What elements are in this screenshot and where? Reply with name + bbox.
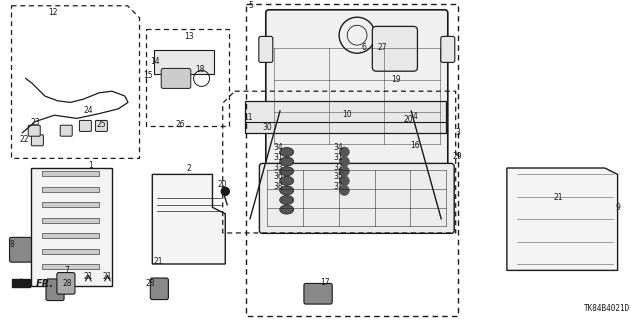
FancyBboxPatch shape	[42, 187, 99, 192]
FancyBboxPatch shape	[31, 168, 112, 286]
Ellipse shape	[280, 176, 294, 185]
FancyBboxPatch shape	[42, 202, 99, 207]
FancyBboxPatch shape	[441, 36, 455, 62]
Text: 21: 21	[103, 272, 112, 281]
Ellipse shape	[280, 148, 294, 156]
FancyBboxPatch shape	[42, 249, 99, 254]
Text: 29: 29	[452, 152, 463, 161]
Text: 28: 28	[146, 279, 155, 288]
FancyBboxPatch shape	[42, 264, 99, 269]
FancyBboxPatch shape	[10, 237, 31, 262]
Text: 25: 25	[96, 120, 106, 129]
Text: 36: 36	[273, 172, 284, 181]
Text: 13: 13	[184, 32, 194, 41]
Ellipse shape	[280, 205, 294, 214]
FancyBboxPatch shape	[266, 10, 448, 169]
Text: 16: 16	[410, 141, 420, 150]
FancyBboxPatch shape	[245, 101, 446, 133]
Text: 19: 19	[390, 75, 401, 84]
FancyBboxPatch shape	[259, 36, 273, 62]
Circle shape	[339, 156, 349, 167]
Text: 34: 34	[333, 143, 343, 152]
FancyBboxPatch shape	[28, 125, 40, 136]
Text: 3: 3	[455, 128, 460, 137]
Text: 31: 31	[273, 153, 284, 162]
Text: 30: 30	[262, 123, 273, 132]
Polygon shape	[507, 168, 618, 270]
Text: 31: 31	[333, 153, 343, 162]
Circle shape	[221, 187, 229, 195]
Text: 33: 33	[273, 163, 284, 172]
Text: 21: 21	[554, 193, 563, 202]
Circle shape	[339, 185, 349, 196]
Ellipse shape	[280, 157, 294, 166]
Text: TK84B4021D: TK84B4021D	[584, 304, 630, 313]
Text: 11: 11	[244, 113, 253, 122]
Text: 5: 5	[248, 1, 253, 10]
FancyBboxPatch shape	[304, 284, 332, 304]
Text: 12: 12	[48, 8, 57, 17]
Circle shape	[339, 166, 349, 176]
Ellipse shape	[280, 196, 294, 204]
Text: 2: 2	[186, 164, 191, 173]
Text: 17: 17	[320, 278, 330, 287]
Text: 21: 21	[84, 272, 93, 281]
Text: 14: 14	[150, 57, 160, 66]
Text: 21: 21	[154, 257, 163, 266]
Text: 37: 37	[333, 182, 343, 191]
Text: 23: 23	[30, 118, 40, 127]
Polygon shape	[12, 279, 29, 287]
Text: 15: 15	[143, 71, 154, 80]
Text: 6: 6	[361, 43, 366, 52]
Text: 10: 10	[342, 110, 352, 119]
Polygon shape	[152, 174, 225, 264]
Text: 26: 26	[175, 120, 186, 129]
Text: 20: 20	[403, 115, 413, 124]
FancyBboxPatch shape	[42, 218, 99, 223]
FancyBboxPatch shape	[95, 120, 108, 132]
Text: 9: 9	[615, 203, 620, 212]
FancyBboxPatch shape	[154, 50, 214, 74]
FancyBboxPatch shape	[60, 125, 72, 136]
FancyBboxPatch shape	[161, 68, 191, 88]
Text: 28: 28	[63, 279, 72, 288]
FancyBboxPatch shape	[31, 135, 44, 146]
Ellipse shape	[280, 167, 294, 176]
FancyBboxPatch shape	[42, 233, 99, 238]
Text: 35: 35	[333, 172, 343, 181]
Text: 7: 7	[65, 266, 70, 275]
Text: 1: 1	[88, 161, 93, 170]
FancyBboxPatch shape	[42, 172, 99, 176]
Text: 20: 20	[218, 180, 228, 189]
Text: FR.: FR.	[35, 279, 54, 289]
FancyBboxPatch shape	[259, 164, 454, 233]
Text: 38: 38	[273, 182, 284, 191]
FancyBboxPatch shape	[57, 273, 75, 294]
Text: 8: 8	[9, 240, 14, 249]
Text: 4: 4	[412, 112, 417, 121]
FancyBboxPatch shape	[79, 120, 92, 132]
Ellipse shape	[280, 186, 294, 195]
Text: 22: 22	[20, 135, 29, 144]
Text: 34: 34	[273, 143, 284, 152]
Text: 18: 18	[195, 65, 204, 74]
FancyBboxPatch shape	[150, 278, 168, 300]
FancyBboxPatch shape	[46, 279, 64, 300]
Text: 32: 32	[333, 163, 343, 172]
FancyBboxPatch shape	[372, 26, 417, 71]
Text: 24: 24	[83, 106, 93, 115]
Text: 27: 27	[378, 43, 388, 52]
Circle shape	[339, 147, 349, 157]
Circle shape	[339, 176, 349, 186]
